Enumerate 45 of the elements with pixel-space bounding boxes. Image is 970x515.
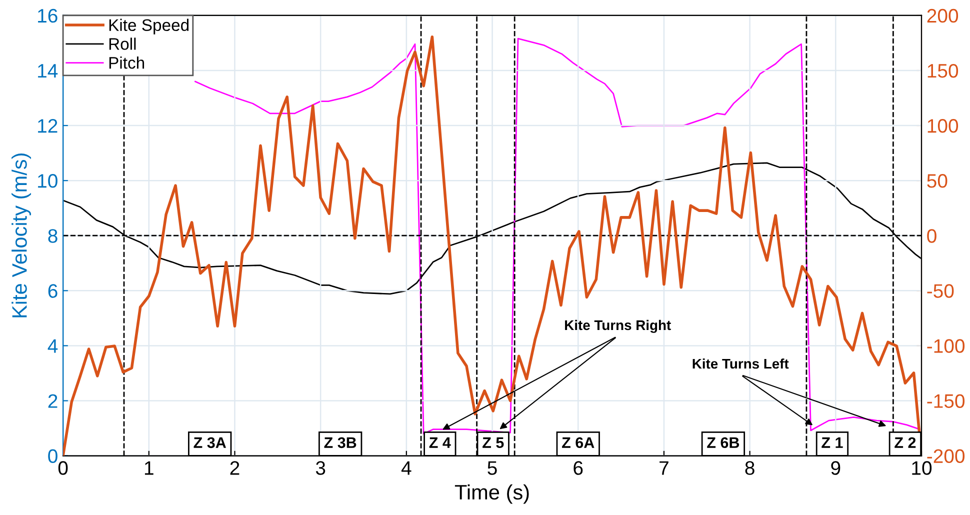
annotation: Kite Turns Right (565, 320, 671, 333)
legend-label: Pitch (109, 56, 144, 69)
y2-tick-label: 100 (928, 119, 958, 133)
annotation: Z 3A (194, 437, 226, 448)
y2-tick-label: -150 (927, 394, 965, 408)
x-tick-label: 4 (401, 461, 412, 475)
x-tick-label: 10 (912, 461, 932, 475)
annotation: Z 6B (707, 437, 740, 448)
annotation: Z 6A (562, 437, 594, 448)
y2-tick-label: 200 (927, 8, 958, 23)
line-series (194, 38, 920, 434)
x-axis-title: Time (s) (454, 484, 529, 504)
x-tick-label: 6 (574, 461, 583, 475)
y2-tick-label: -200 (927, 449, 965, 464)
x-tick-label: 3 (316, 461, 326, 475)
annotation: Z 1 (822, 437, 843, 448)
annotation: Z 3B (324, 437, 356, 448)
y-tick-label: 6 (48, 284, 58, 298)
x-tick-label: 5 (488, 461, 497, 475)
y-tick-label: 10 (38, 174, 58, 188)
annotation: Z 4 (429, 437, 451, 448)
legend-label: Roll (109, 38, 136, 50)
y-axis-title: Kite Velocity (m/s) (12, 154, 32, 318)
y2-tick-label: -50 (927, 284, 954, 298)
y-tick-label: 16 (38, 8, 58, 23)
y-tick-label: 0 (48, 449, 58, 464)
y2-tick-label: -100 (927, 339, 965, 353)
y2-tick-label: 50 (927, 174, 948, 188)
y-tick-label: 2 (48, 394, 58, 408)
legend-label: Kite Speed (109, 18, 189, 34)
x-tick-label: 8 (745, 461, 754, 475)
annotation: Z 2 (894, 437, 916, 448)
y-tick-label: 8 (48, 229, 58, 243)
annotation: Kite Turns Left (692, 358, 789, 369)
y-tick-label: 12 (38, 119, 58, 133)
x-tick-label: 2 (230, 461, 240, 475)
y2-tick-label: 150 (928, 64, 958, 78)
y2-tick-label: 0 (927, 229, 936, 243)
x-tick-label: 9 (831, 461, 840, 475)
x-tick-label: 7 (660, 461, 668, 475)
y-tick-label: 4 (48, 339, 58, 353)
x-tick-label: 1 (144, 461, 154, 475)
y-tick-label: 14 (38, 64, 58, 78)
annotation: Z 5 (482, 437, 504, 448)
x-tick-label: 0 (58, 461, 68, 475)
